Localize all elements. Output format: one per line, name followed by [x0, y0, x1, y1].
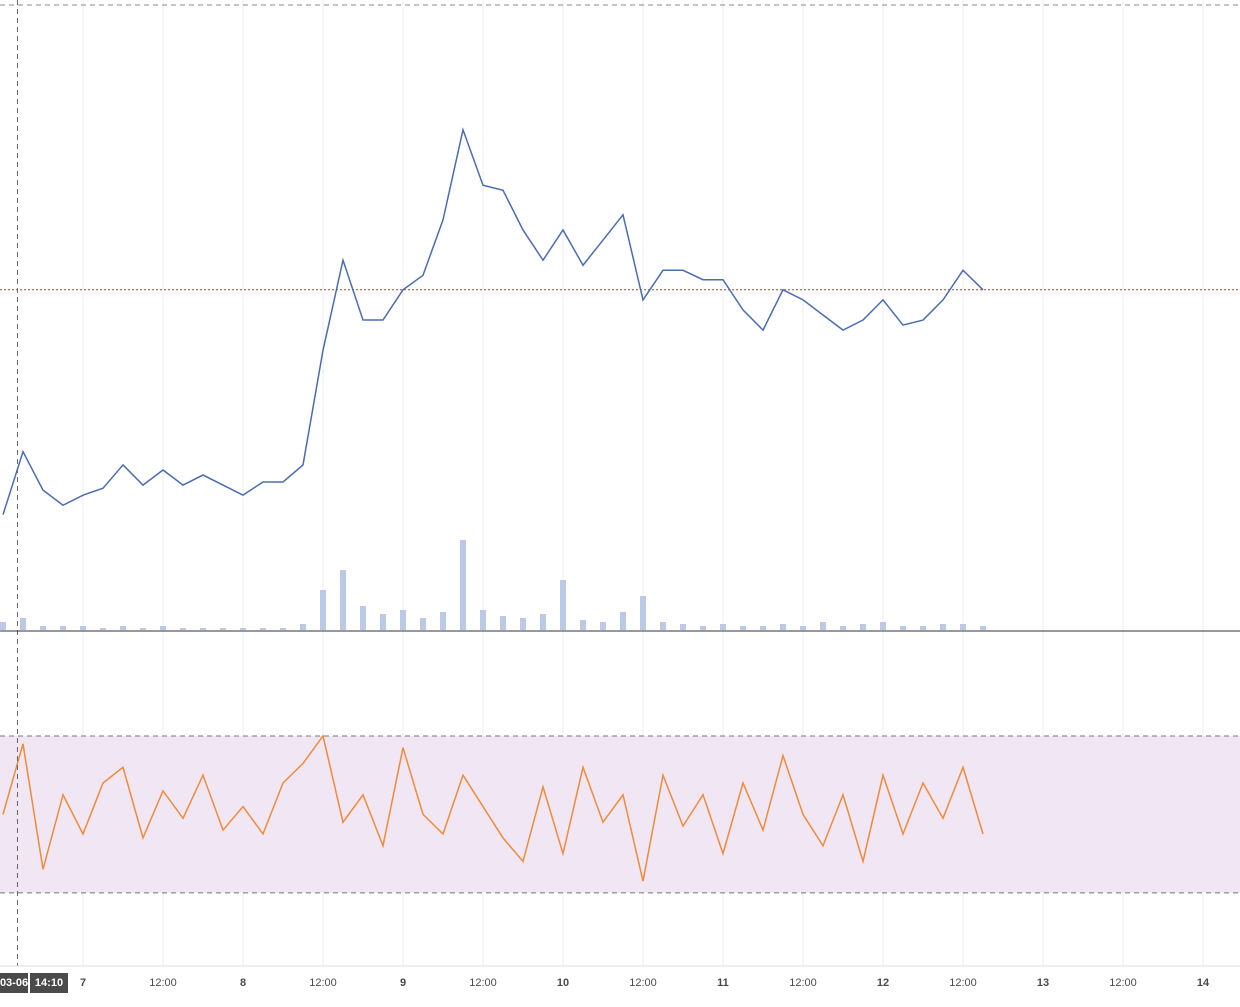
volume-bar: [340, 570, 346, 630]
x-tick-label: 12:00: [949, 977, 977, 989]
volume-bar: [80, 626, 86, 630]
volume-bar: [840, 626, 846, 630]
x-tick-label: 12:00: [469, 977, 497, 989]
volume-bar: [560, 580, 566, 630]
volume-bar: [20, 618, 26, 630]
x-tick-label: 14: [1197, 977, 1210, 989]
x-tick-label: 7: [80, 977, 86, 989]
volume-bar: [660, 622, 666, 630]
volume-bar: [160, 626, 166, 630]
x-tick-label: 9: [400, 977, 406, 989]
volume-bar: [300, 624, 306, 630]
volume-bar: [820, 622, 826, 630]
crosshair-time-box: [30, 973, 68, 993]
volume-bar: [40, 626, 46, 630]
volume-bar: [420, 618, 426, 630]
volume-bar: [520, 618, 526, 630]
x-tick-label: 12: [877, 977, 889, 989]
volume-bar: [480, 610, 486, 630]
volume-bar: [800, 626, 806, 630]
volume-bar: [940, 624, 946, 630]
volume-bar: [460, 540, 466, 630]
x-tick-label: 12:00: [629, 977, 657, 989]
x-tick-label: 8: [240, 977, 246, 989]
volume-bar: [220, 628, 226, 630]
volume-bar: [680, 624, 686, 630]
x-tick-label: 10: [557, 977, 569, 989]
volume-bar: [860, 624, 866, 630]
volume-bar: [200, 628, 206, 630]
x-tick-label: 12:00: [1109, 977, 1137, 989]
volume-bar: [600, 622, 606, 630]
volume-bar: [280, 628, 286, 630]
volume-bar: [540, 614, 546, 630]
volume-bar: [60, 626, 66, 630]
volume-bar: [380, 614, 386, 630]
x-tick-label: 12:00: [789, 977, 817, 989]
volume-bar: [780, 624, 786, 630]
volume-bar: [120, 626, 126, 630]
series-line: [2, 127, 984, 515]
volume-bar: [360, 606, 366, 630]
volume-bar: [0, 622, 6, 630]
volume-bar: [400, 610, 406, 630]
x-tick-label: 13: [1037, 977, 1049, 989]
volume-bar: [900, 626, 906, 630]
volume-bar: [720, 624, 726, 630]
volume-bar: [240, 628, 246, 630]
crosshair-date-box: [0, 973, 28, 993]
volume-bar: [440, 612, 446, 630]
x-tick-label: 11: [717, 977, 729, 989]
volume-bar: [980, 626, 986, 630]
band-fill: [0, 735, 1240, 893]
volume-bar: [260, 628, 266, 630]
series-line: [2, 734, 984, 882]
volume-bar: [140, 628, 146, 630]
crosshair-date: 03-06: [0, 977, 28, 989]
volume-bar: [640, 596, 646, 630]
volume-bar: [920, 626, 926, 630]
volume-bar: [760, 626, 766, 630]
volume-bar: [620, 612, 626, 630]
volume-bar: [500, 616, 506, 630]
volume-bar: [700, 626, 706, 630]
crosshair-time: 14:10: [35, 977, 63, 989]
volume-bar: [100, 628, 106, 630]
volume-bar: [740, 626, 746, 630]
x-tick-label: 12:00: [309, 977, 337, 989]
volume-bar: [880, 622, 886, 630]
volume-bar: [580, 620, 586, 630]
x-tick-label: 12:00: [149, 977, 177, 989]
volume-bar: [960, 624, 966, 630]
volume-bar: [320, 590, 326, 630]
volume-bar: [180, 628, 186, 630]
